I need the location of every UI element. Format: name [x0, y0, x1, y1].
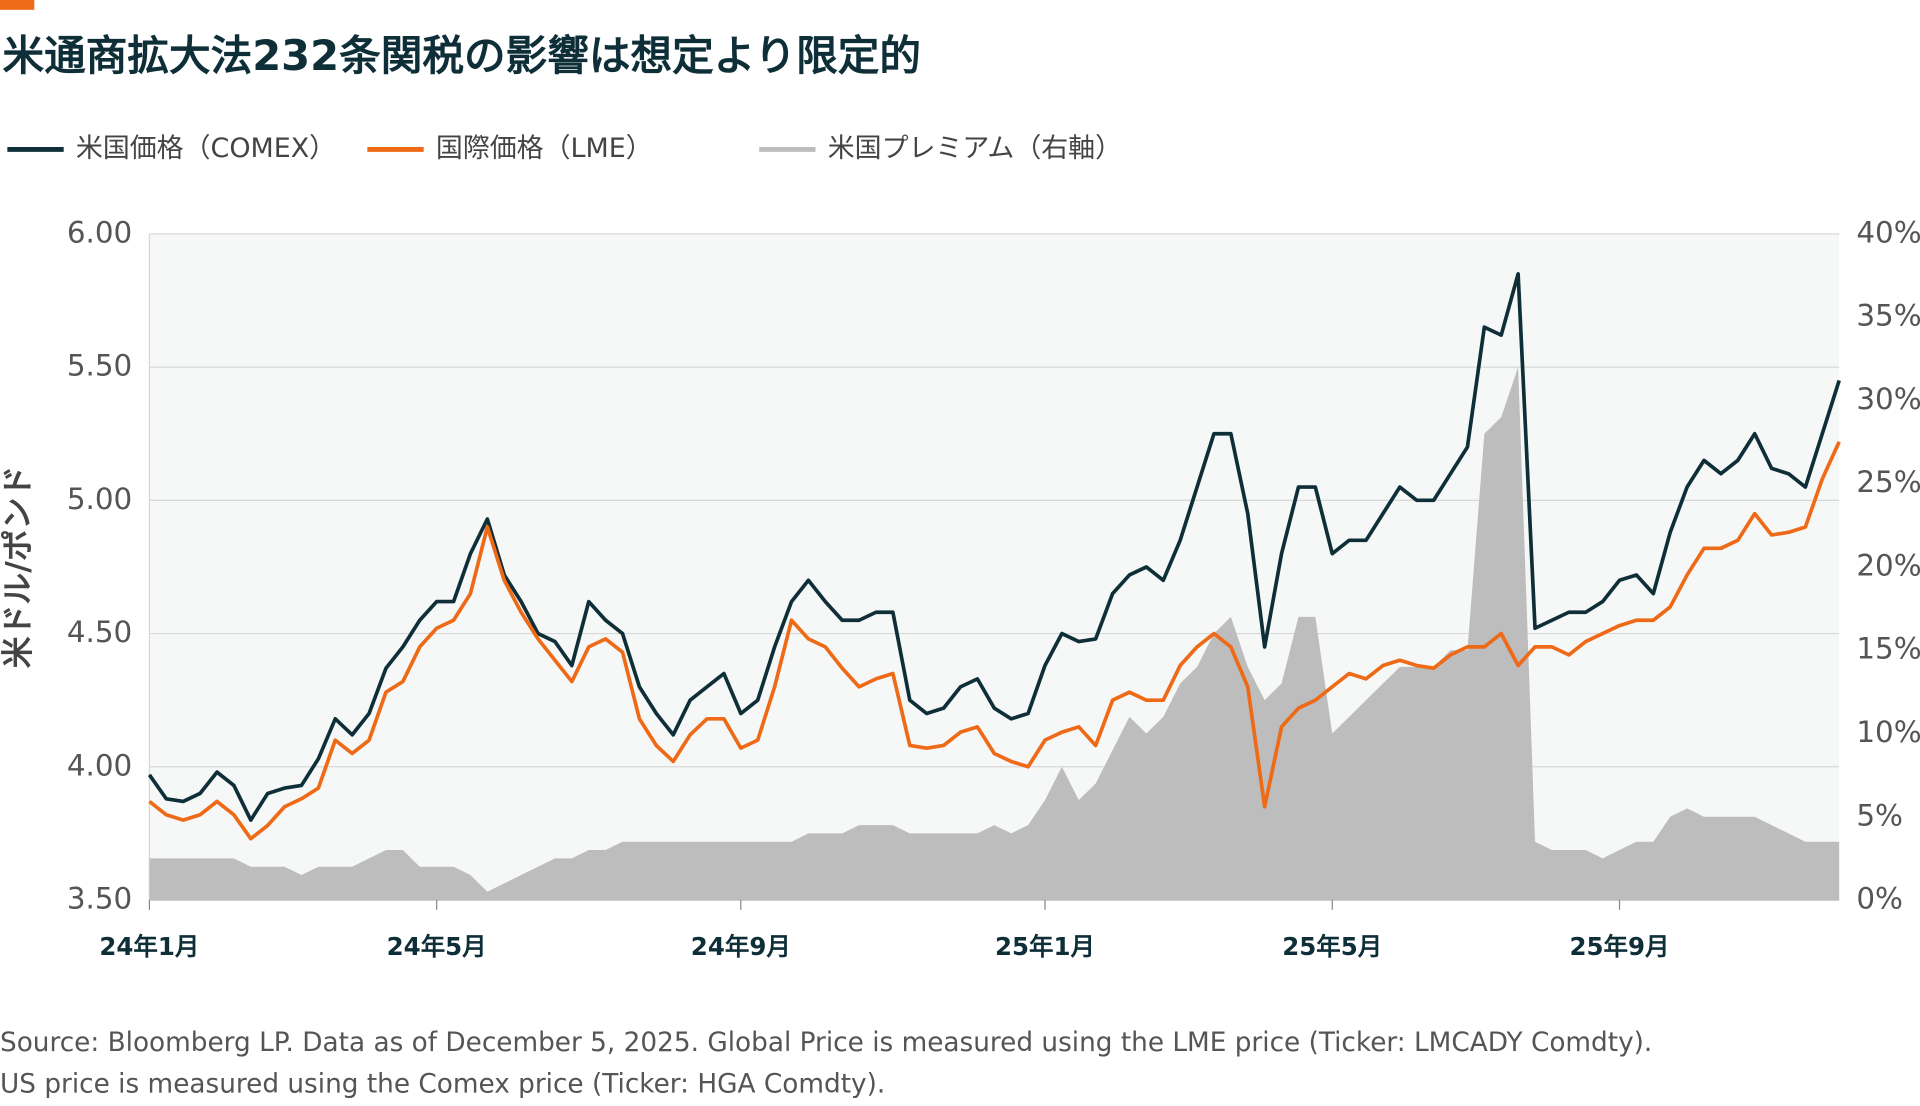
- plot-background: [149, 233, 1840, 901]
- legend-label: 米国プレミアム（右軸）: [828, 133, 1122, 164]
- legend-label: 国際価格（LME）: [436, 133, 653, 164]
- y2-tick-label: 20%: [1856, 548, 1920, 582]
- y2-tick-label: 0%: [1856, 882, 1903, 916]
- y2-tick-label: 35%: [1856, 299, 1920, 333]
- y-tick-label: 3.50: [67, 882, 132, 916]
- x-tick-label: 25年9月: [1570, 932, 1670, 961]
- y2-tick-label: 15%: [1856, 632, 1920, 666]
- y-tick-label: 6.00: [67, 215, 132, 249]
- x-tick-label: 24年9月: [691, 932, 791, 961]
- y-tick-label: 5.00: [67, 482, 132, 516]
- chart-title: 米通商拡大法232条関税の影響は想定より限定的: [2, 31, 921, 80]
- x-tick-label: 24年5月: [387, 932, 487, 961]
- y-tick-label: 4.50: [67, 615, 132, 649]
- y-tick-label: 4.00: [67, 748, 132, 782]
- x-tick-label: 25年5月: [1282, 932, 1382, 961]
- accent-bar: [0, 0, 35, 10]
- caption: US price is measured using the Comex pri…: [0, 1069, 885, 1099]
- y2-tick-label: 40%: [1856, 215, 1920, 249]
- x-tick-label: 24年1月: [99, 932, 199, 961]
- y2-tick-label: 30%: [1856, 382, 1920, 416]
- line: [148, 440, 1841, 841]
- y-tick-label: 5.50: [67, 349, 132, 383]
- line: [147, 272, 1841, 822]
- y2-tick-label: 25%: [1856, 465, 1920, 499]
- caption: Source: Bloomberg LP. Data as of Decembe…: [0, 1028, 1652, 1058]
- y2-tick-label: 5%: [1856, 798, 1903, 832]
- area: [149, 367, 1840, 901]
- x-tick-label: 25年1月: [995, 932, 1095, 961]
- legend-label: 米国価格（COMEX）: [76, 133, 336, 164]
- y-axis-label: 米ドル/ポンド: [0, 466, 37, 669]
- y2-tick-label: 10%: [1856, 715, 1920, 749]
